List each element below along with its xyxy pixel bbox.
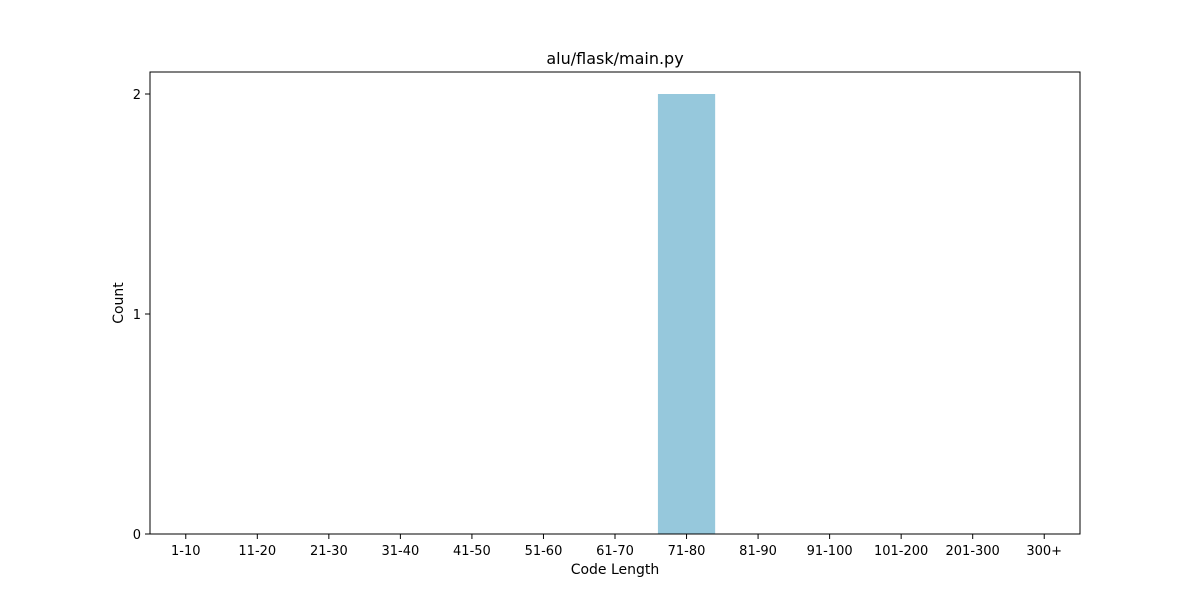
y-axis-label: Count xyxy=(111,282,127,324)
x-tick-label-71-80: 71-80 xyxy=(668,544,706,559)
x-tick-label-51-60: 51-60 xyxy=(525,544,563,559)
x-tick-label-31-40: 31-40 xyxy=(381,544,419,559)
x-tick-label-1-10: 1-10 xyxy=(171,544,201,559)
x-tick-label-11-20: 11-20 xyxy=(238,544,276,559)
x-tick-label-91-100: 91-100 xyxy=(807,544,853,559)
bars-group xyxy=(657,94,716,534)
y-axis-ticks: 0 1 2 xyxy=(133,88,150,543)
x-tick-label-81-90: 81-90 xyxy=(739,544,777,559)
x-tick-label-41-50: 41-50 xyxy=(453,544,491,559)
bar-71-80 xyxy=(657,94,716,534)
x-tick-label-21-30: 21-30 xyxy=(310,544,348,559)
x-tick-label-300+: 300+ xyxy=(1026,544,1062,559)
x-axis-label: Code Length xyxy=(571,562,660,578)
chart-title: alu/flask/main.py xyxy=(546,49,683,68)
y-tick-label-1: 1 xyxy=(133,308,141,323)
y-tick-label-2: 2 xyxy=(133,88,141,103)
x-tick-label-201-300: 201-300 xyxy=(946,544,1000,559)
x-tick-label-61-70: 61-70 xyxy=(596,544,634,559)
y-tick-label-0: 0 xyxy=(133,528,141,543)
x-axis-ticks: 1-10 11-20 21-30 31-40 41-50 51-60 61-70 71-80 8… xyxy=(171,534,1062,559)
x-tick-label-101-200: 101-200 xyxy=(874,544,928,559)
